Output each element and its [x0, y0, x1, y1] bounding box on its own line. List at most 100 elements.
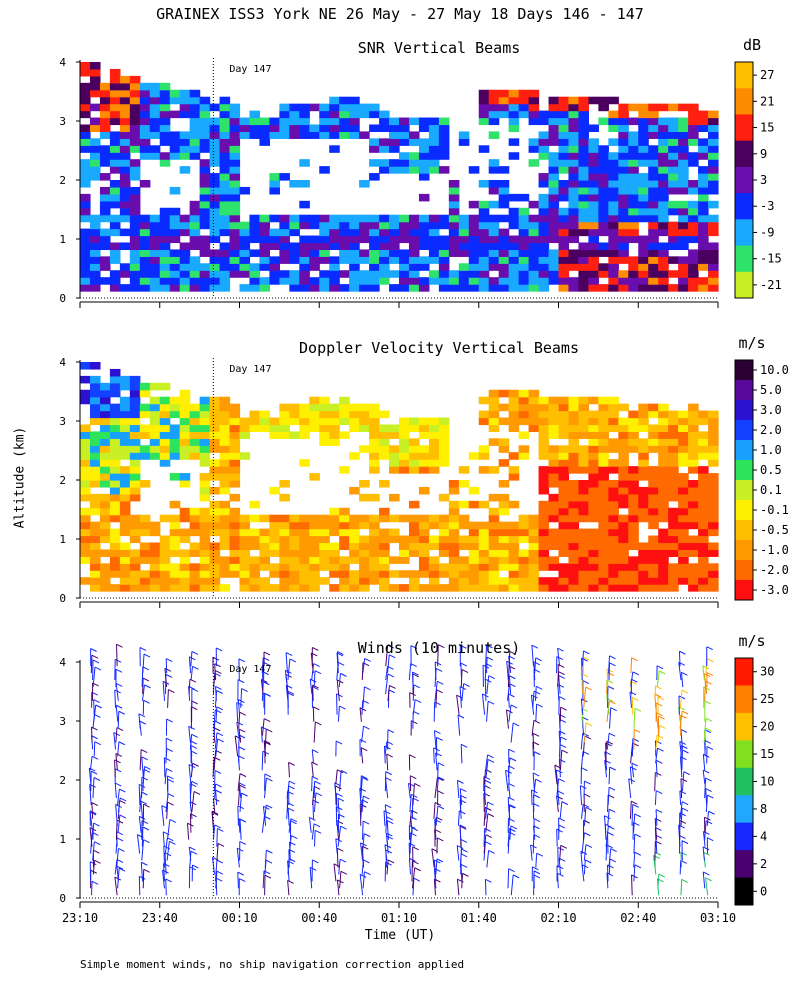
colorbar-swatch	[735, 440, 753, 461]
heatmap-cell	[428, 159, 440, 167]
heatmap-cell	[80, 493, 91, 502]
heatmap-cell	[618, 459, 629, 467]
heatmap-cell	[488, 556, 500, 564]
wind-barb-flag	[93, 699, 100, 703]
wind-barb	[264, 728, 267, 750]
heatmap-cell	[498, 180, 510, 188]
heatmap-cell	[478, 117, 490, 126]
wind-barb	[558, 858, 561, 875]
heatmap-cell	[498, 263, 510, 271]
heatmap-cell	[80, 556, 91, 564]
heatmap-cell	[219, 242, 231, 251]
heatmap-cell	[618, 438, 629, 446]
heatmap-cell	[448, 270, 460, 278]
heatmap-cell	[109, 431, 121, 439]
heatmap-cell	[329, 270, 340, 278]
heatmap-cell	[159, 214, 171, 223]
heatmap-cell	[169, 535, 181, 544]
heatmap-cell	[359, 480, 370, 488]
heatmap-cell	[548, 466, 560, 474]
heatmap-cell	[99, 410, 111, 419]
heatmap-cell	[548, 117, 560, 126]
heatmap-cell	[249, 584, 261, 592]
heatmap-cell	[428, 152, 440, 160]
heatmap-cell	[329, 431, 340, 439]
wind-barb-flag	[708, 810, 715, 815]
heatmap-cell	[199, 173, 211, 181]
heatmap-cell	[498, 521, 510, 530]
heatmap-cell	[618, 193, 629, 202]
heatmap-cell	[568, 452, 580, 460]
wind-barb	[704, 778, 707, 799]
heatmap-cell	[618, 452, 629, 460]
heatmap-cell	[399, 424, 410, 433]
heatmap-cell	[249, 110, 261, 119]
heatmap-cell	[309, 424, 320, 433]
heatmap-field	[80, 362, 719, 592]
heatmap-cell	[678, 214, 689, 223]
x-tick-label: 01:10	[381, 911, 417, 925]
heatmap-cell	[109, 166, 121, 174]
heatmap-cell	[648, 110, 659, 119]
heatmap-cell	[588, 193, 599, 202]
heatmap-cell	[608, 200, 619, 209]
heatmap-cell	[109, 445, 121, 453]
heatmap-cell	[189, 528, 201, 537]
heatmap-cell	[698, 152, 709, 160]
wind-barb-flag	[558, 675, 565, 679]
wind-barb	[161, 805, 165, 826]
heatmap-cell	[359, 577, 370, 585]
heatmap-cell	[139, 452, 151, 460]
wind-barb-flag	[463, 683, 470, 688]
heatmap-cell	[109, 228, 121, 237]
wind-barb	[215, 738, 219, 757]
heatmap-cell	[558, 396, 570, 405]
heatmap-cell	[588, 396, 599, 405]
heatmap-cell	[99, 438, 111, 446]
x-tick-label: 23:10	[62, 911, 98, 925]
heatmap-cell	[229, 221, 241, 230]
heatmap-cell	[618, 521, 629, 530]
heatmap-cell	[199, 514, 211, 523]
heatmap-cell	[319, 228, 330, 237]
heatmap-cell	[389, 284, 400, 292]
heatmap-cell	[628, 256, 639, 264]
heatmap-cell	[688, 445, 699, 453]
heatmap-cell	[169, 514, 181, 523]
heatmap-cell	[628, 445, 639, 453]
heatmap-cell	[119, 193, 131, 202]
heatmap-cell	[89, 417, 101, 426]
wind-barb-flag	[190, 740, 197, 745]
heatmap-cell	[80, 445, 91, 453]
wind-barb-flag	[610, 707, 617, 712]
heatmap-cell	[169, 263, 181, 271]
wind-barb-flag	[340, 672, 347, 677]
wind-barb-flag	[508, 796, 515, 801]
heatmap-cell	[688, 235, 699, 244]
heatmap-cell	[89, 270, 101, 278]
heatmap-cell	[119, 284, 131, 292]
heatmap-cell	[399, 166, 410, 174]
heatmap-cell	[518, 110, 530, 119]
heatmap-cell	[688, 152, 699, 160]
heatmap-cell	[488, 563, 500, 571]
heatmap-cell	[89, 375, 101, 384]
heatmap-cell	[189, 207, 201, 216]
heatmap-cell	[578, 228, 590, 237]
wind-barb	[678, 651, 681, 667]
heatmap-cell	[698, 500, 709, 509]
heatmap-cell	[329, 549, 340, 557]
wind-barb	[240, 688, 243, 708]
heatmap-cell	[329, 242, 340, 251]
heatmap-cell	[548, 235, 560, 244]
wind-barb	[506, 661, 509, 681]
wind-barb-flag	[167, 801, 174, 806]
heatmap-cell	[528, 396, 540, 405]
heatmap-cell	[199, 459, 211, 467]
heatmap-cell	[548, 221, 560, 230]
heatmap-cell	[289, 103, 300, 112]
wind-barb	[336, 651, 339, 667]
heatmap-cell	[558, 535, 570, 544]
wind-barb	[89, 784, 92, 806]
heatmap-cell	[109, 424, 121, 433]
